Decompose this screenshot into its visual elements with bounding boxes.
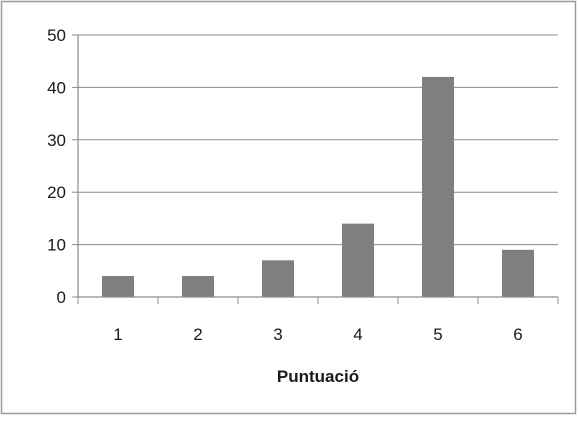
x-tick-label: 5 (433, 325, 442, 344)
bars (102, 76, 534, 297)
bar (342, 223, 374, 297)
bar (502, 249, 534, 297)
y-tick-label: 20 (47, 183, 66, 202)
y-tick-label: 50 (47, 26, 66, 45)
x-tick-label: 4 (353, 325, 362, 344)
x-axis-label: Puntuació (277, 367, 359, 386)
y-tick-label: 10 (47, 236, 66, 255)
bar (182, 276, 214, 297)
y-tick-labels: 0 10 20 30 40 50 (47, 26, 66, 307)
axes (72, 34, 559, 304)
bar (102, 276, 134, 297)
x-tick-label: 6 (513, 325, 522, 344)
y-tick-label: 40 (47, 78, 66, 97)
x-tick-label: 1 (113, 325, 122, 344)
bar (422, 76, 454, 297)
x-tick-label: 2 (193, 325, 202, 344)
x-tick-labels: 1 2 3 4 5 6 (113, 325, 522, 344)
bar (262, 260, 294, 297)
gridlines (78, 34, 558, 246)
y-tick-label: 30 (47, 131, 66, 150)
y-tick-label: 0 (57, 288, 66, 307)
x-tick-label: 3 (273, 325, 282, 344)
